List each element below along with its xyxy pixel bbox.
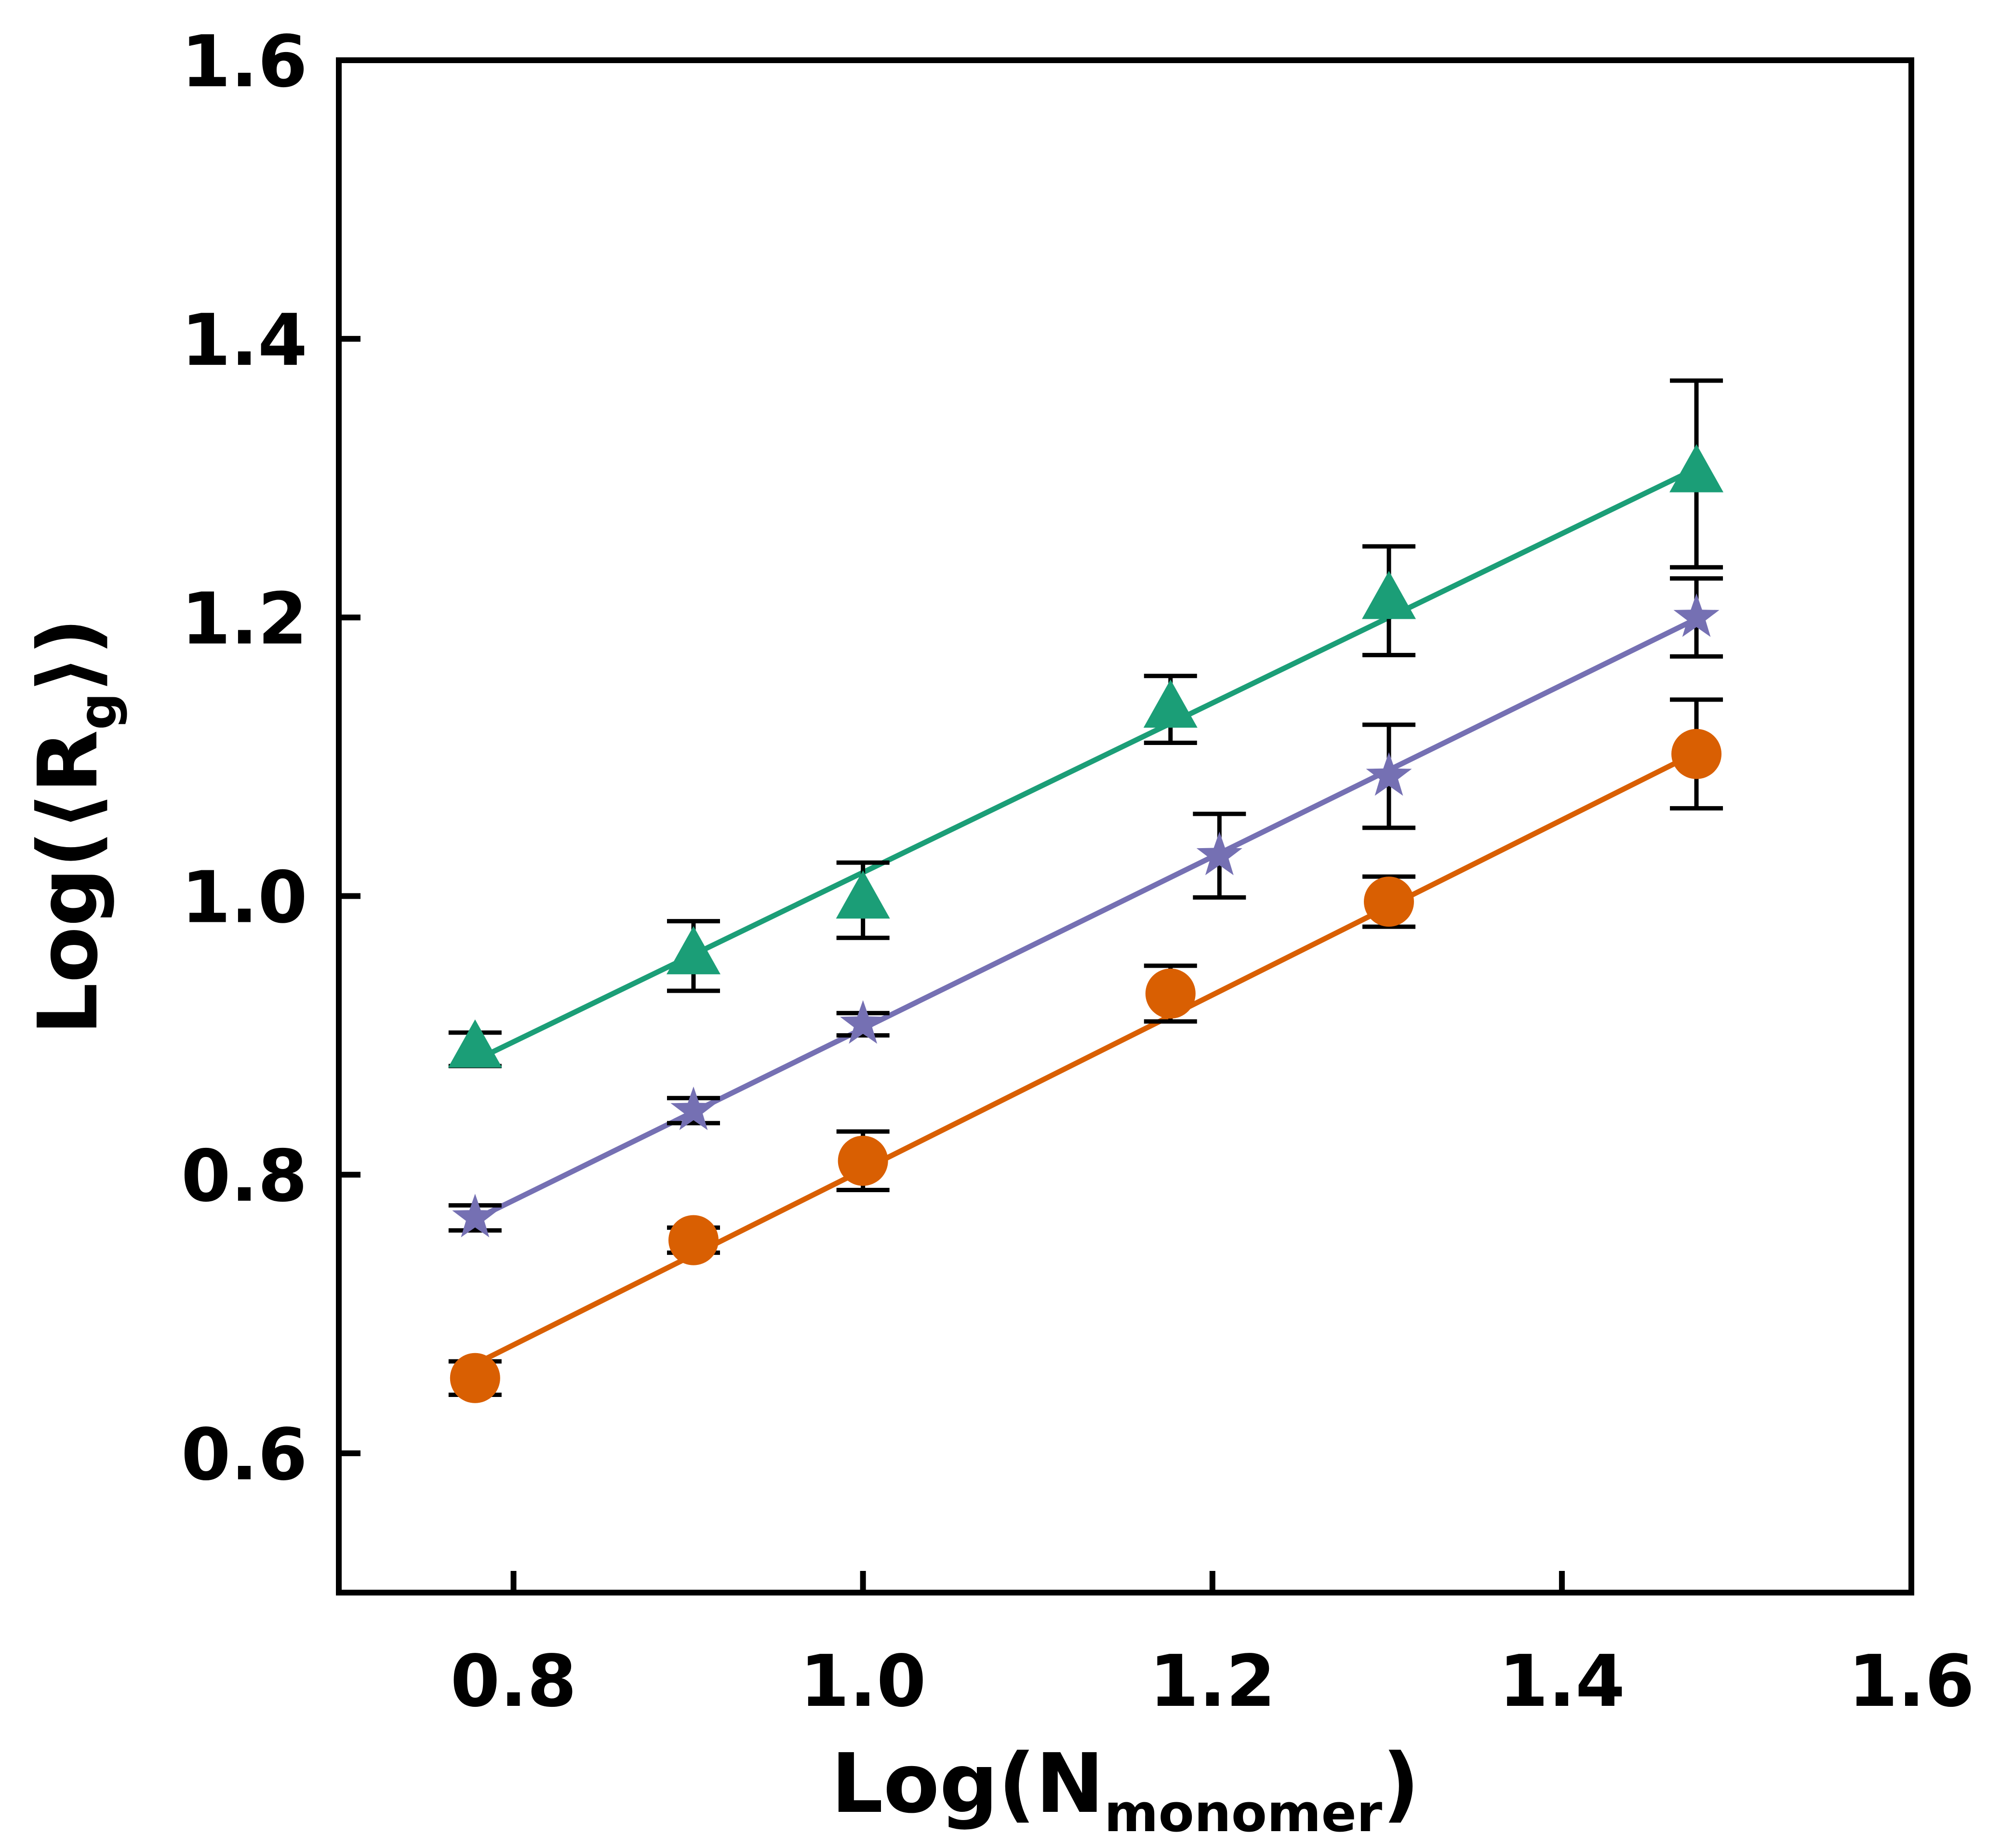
x-axis-title-main: Log(N	[831, 1736, 1104, 1832]
y-axis-title: Log(⟨Rg⟩)	[21, 618, 128, 1035]
y-tick-label: 1.2	[181, 577, 307, 660]
y-axis-title-end: ⟩)	[21, 618, 116, 692]
y-tick-label: 0.8	[181, 1135, 307, 1218]
data-point-star	[1673, 593, 1720, 637]
fit-line-circle	[472, 750, 1699, 1367]
x-tick-label: 1.0	[800, 1640, 926, 1723]
data-point-triangle	[448, 1019, 502, 1068]
data-point-circle	[1145, 968, 1196, 1019]
data-point-circle	[1363, 877, 1414, 927]
fit-line-star	[472, 616, 1699, 1222]
data-point-star	[1366, 752, 1412, 796]
y-tick-label: 1.4	[181, 299, 307, 382]
data-point-circle	[1671, 729, 1722, 779]
x-tick-label: 0.8	[450, 1640, 576, 1723]
x-tick-label: 1.6	[1848, 1640, 1974, 1723]
data-point-triangle	[836, 870, 890, 919]
data-point-circle	[838, 1135, 888, 1186]
plot-frame	[336, 57, 1914, 1595]
data-point-triangle	[1669, 444, 1724, 492]
axes: 0.8 1.0 1.2 1.4 1.6 0.6 0.8 1.0 1.2 1.4 1.6	[181, 20, 1974, 1723]
data-point-triangle	[1361, 571, 1416, 619]
data-point-circle	[668, 1215, 719, 1265]
x-tick-label: 1.4	[1499, 1640, 1625, 1723]
y-axis-title-main: Log(⟨R	[21, 730, 116, 1035]
data-point-triangle	[666, 926, 720, 974]
data-point-star	[1196, 831, 1242, 876]
x-axis-title: Log(Nmonomer)	[831, 1736, 1419, 1844]
data-point-star	[840, 1000, 886, 1044]
series-star	[448, 576, 1723, 1237]
fit-line-triangle	[472, 465, 1699, 1064]
x-tick-label: 1.2	[1149, 1640, 1276, 1723]
y-tick-label: 0.6	[181, 1413, 307, 1496]
series-triangle	[448, 378, 1724, 1068]
data-point-circle	[450, 1353, 500, 1403]
y-axis-title-sub: g	[68, 692, 128, 730]
data-point-star	[452, 1194, 498, 1237]
series-circle	[448, 697, 1723, 1403]
data-point-star	[670, 1086, 717, 1130]
x-axis-title-sub: monomer	[1104, 1783, 1382, 1844]
x-axis-title-end: )	[1382, 1736, 1420, 1832]
y-tick-label: 1.6	[181, 20, 307, 103]
plot-area	[448, 378, 1724, 1403]
y-tick-label: 1.0	[181, 856, 307, 939]
data-point-triangle	[1143, 679, 1198, 728]
